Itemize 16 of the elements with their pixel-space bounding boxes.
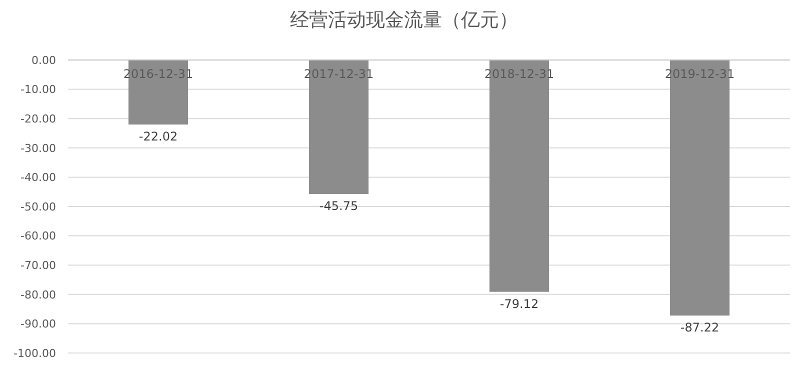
- data-label: -87.22: [680, 320, 720, 335]
- y-tick-label: 0.00: [32, 54, 56, 67]
- y-tick-label: -70.00: [20, 258, 56, 272]
- y-tick-label: -20.00: [20, 112, 56, 126]
- y-tick-label: -100.00: [14, 346, 56, 360]
- y-tick-label: -30.00: [20, 142, 56, 155]
- y-tick-label: -90.00: [20, 318, 56, 331]
- data-label: -22.02: [138, 130, 178, 144]
- y-tick-label: -50.00: [20, 200, 56, 214]
- data-label: -79.12: [500, 296, 539, 311]
- y-tick-label: -60.00: [20, 230, 56, 243]
- data-label: -45.75: [319, 199, 358, 214]
- y-tick-label: -40.00: [20, 171, 56, 184]
- y-tick-label: -80.00: [20, 288, 56, 302]
- chart-title: 经营活动现金流量（亿元）: [290, 9, 518, 31]
- y-tick-label: -10.00: [20, 83, 56, 96]
